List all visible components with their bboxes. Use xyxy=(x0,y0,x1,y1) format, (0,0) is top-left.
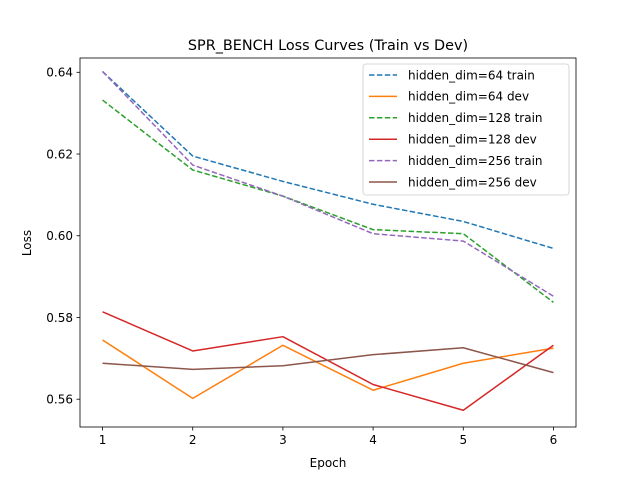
y-axis-ticks: 0.56 0.58 0.60 0.62 0.64 xyxy=(46,66,80,407)
legend-label-4: hidden_dim=128 dev xyxy=(408,133,537,147)
x-tick-label: 6 xyxy=(550,433,558,447)
series-layer xyxy=(102,70,554,411)
x-axis-label: Epoch xyxy=(310,456,347,470)
legend-label-3: hidden_dim=128 train xyxy=(408,111,543,125)
x-tick-label: 2 xyxy=(189,433,197,447)
y-tick-label: 0.60 xyxy=(46,229,73,243)
series-line-3 xyxy=(102,99,554,303)
series-line-2 xyxy=(102,339,554,400)
series-line-5 xyxy=(102,70,554,297)
series-line-6 xyxy=(102,346,554,374)
axes-frame xyxy=(79,57,577,428)
legend: hidden_dim=64 train hidden_dim=64 dev hidd… xyxy=(362,63,570,196)
y-tick-label: 0.64 xyxy=(46,66,73,80)
series-line-1 xyxy=(102,70,554,250)
legend-label-1: hidden_dim=64 train xyxy=(408,68,535,82)
x-tick-label: 5 xyxy=(459,433,467,447)
legend-frame xyxy=(362,63,570,196)
y-tick-label: 0.56 xyxy=(46,393,73,407)
legend-items: hidden_dim=64 train hidden_dim=64 dev hidd… xyxy=(369,68,543,189)
chart-title: SPR_BENCH Loss Curves (Train vs Dev) xyxy=(188,38,468,54)
x-tick-label: 1 xyxy=(99,433,107,447)
y-tick-label: 0.58 xyxy=(46,311,73,325)
legend-label-2: hidden_dim=64 dev xyxy=(408,90,529,104)
x-tick-label: 3 xyxy=(279,433,287,447)
x-axis-ticks: 1 2 3 4 5 6 xyxy=(99,427,558,447)
y-tick-label: 0.62 xyxy=(46,147,73,161)
plot-area: 1 2 3 4 5 6 0.56 0.58 0.60 0.62 0.64 xyxy=(46,57,577,447)
x-tick-label: 4 xyxy=(369,433,377,447)
legend-label-6: hidden_dim=256 dev xyxy=(408,175,537,189)
y-axis-label: Loss xyxy=(20,230,34,256)
legend-label-5: hidden_dim=256 train xyxy=(408,154,543,168)
